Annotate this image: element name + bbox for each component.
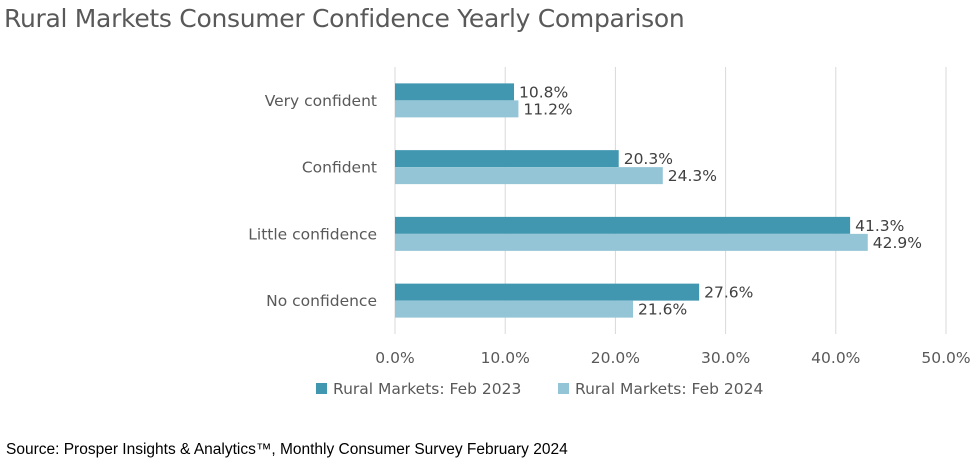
bar: [395, 150, 619, 168]
category-label: Little confidence: [248, 225, 377, 243]
legend: Rural Markets: Feb 2023 Rural Markets: Fe…: [316, 380, 763, 398]
bar: [395, 100, 519, 118]
legend-label: Rural Markets: Feb 2023: [333, 380, 521, 398]
data-label: 24.3%: [668, 167, 717, 185]
bar: [395, 167, 663, 185]
bar: [395, 300, 634, 318]
legend-swatch: [558, 383, 569, 394]
x-tick-label: 0.0%: [375, 349, 414, 367]
x-tick-label: 50.0%: [921, 349, 970, 367]
data-label: 20.3%: [624, 150, 673, 168]
category-label: No confidence: [266, 292, 377, 310]
x-tick-label: 30.0%: [701, 349, 750, 367]
data-label: 42.9%: [873, 234, 922, 252]
data-labels: 10.8%11.2% 20.3%24.3% 41.3%42.9% 27.6% 21.6%: [519, 83, 922, 318]
data-label: 10.8%: [519, 83, 568, 101]
legend-swatch: [316, 383, 327, 394]
category-label: Very confident: [265, 92, 377, 110]
category-labels: Very confident Confident Little confidence…: [248, 92, 377, 310]
x-tick-label: 20.0%: [591, 349, 640, 367]
data-label: 21.6%: [638, 301, 687, 319]
data-label: 27.6%: [704, 284, 753, 302]
bar: [395, 83, 515, 101]
x-tick-label: 10.0%: [481, 349, 530, 367]
legend-label: Rural Markets: Feb 2024: [575, 380, 763, 398]
x-tick-labels: 0.0% 10.0% 20.0% 30.0% 40.0% 50.0%: [375, 349, 970, 367]
category-label: Confident: [302, 159, 377, 177]
bar: [395, 216, 851, 234]
chart-title: Rural Markets Consumer Confidence Yearly…: [4, 4, 685, 33]
bar: [395, 233, 868, 251]
bar: [395, 283, 700, 301]
source-note: Source: Prosper Insights & Analytics™, M…: [6, 441, 568, 458]
data-label: 41.3%: [855, 217, 904, 235]
bars: [395, 83, 868, 318]
x-tick-label: 40.0%: [811, 349, 860, 367]
data-label: 11.2%: [523, 100, 572, 118]
